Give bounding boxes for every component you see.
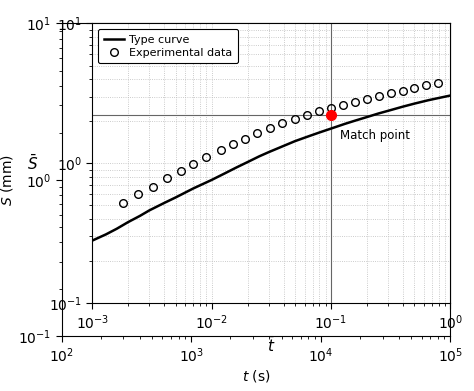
Type curve (400, 104, 406, 109)
Type curve (411, 101, 417, 106)
Type curve (342, 122, 347, 126)
Type curve (146, 208, 152, 213)
Type curve (209, 178, 215, 182)
Type curve (137, 213, 143, 218)
Experimental data (292, 117, 298, 121)
X-axis label: $t$ (s): $t$ (s) (242, 368, 270, 384)
Experimental data (242, 136, 248, 141)
Type curve (281, 143, 286, 148)
Experimental data (254, 131, 260, 136)
Experimental data (400, 88, 405, 93)
Type curve (385, 109, 391, 113)
Line: Type curve: Type curve (92, 95, 450, 240)
Experimental data (328, 105, 334, 110)
Experimental data (364, 96, 370, 101)
Experimental data (120, 201, 126, 205)
X-axis label: $\bar{t}$: $\bar{t}$ (267, 336, 275, 355)
Experimental data (376, 93, 382, 98)
Type curve (328, 126, 334, 131)
Experimental data (164, 176, 170, 181)
Experimental data (219, 148, 224, 152)
Type curve (126, 220, 131, 224)
Type curve (245, 160, 250, 164)
Experimental data (279, 121, 285, 126)
Type curve (90, 238, 95, 243)
Experimental data (424, 83, 429, 88)
Experimental data (191, 161, 196, 166)
Experimental data (340, 102, 346, 107)
Type curve (317, 130, 322, 135)
Experimental data (150, 184, 155, 189)
Experimental data (178, 169, 183, 173)
Experimental data (203, 154, 209, 159)
Type curve (233, 165, 239, 170)
Experimental data (304, 113, 310, 117)
Type curve (364, 115, 370, 119)
Experimental data (317, 109, 322, 113)
Type curve (292, 139, 298, 143)
Experimental data (436, 81, 441, 85)
Type curve (353, 118, 358, 123)
Experimental data (411, 86, 417, 90)
Experimental data (230, 142, 236, 147)
Type curve (222, 171, 228, 176)
Y-axis label: $S$ (mm): $S$ (mm) (0, 154, 15, 206)
Text: Match point: Match point (339, 129, 410, 142)
Type curve (375, 111, 381, 116)
Type curve (306, 134, 311, 138)
Line: Experimental data: Experimental data (119, 79, 442, 207)
Type curve (436, 96, 442, 100)
Experimental data (135, 192, 141, 197)
Experimental data (352, 99, 357, 104)
Type curve (266, 150, 272, 154)
Type curve (162, 201, 167, 205)
Type curve (103, 232, 109, 237)
Type curve (256, 154, 262, 159)
Legend: Type curve, Experimental data: Type curve, Experimental data (98, 29, 238, 63)
Type curve (191, 186, 196, 191)
Y-axis label: $\bar{S}$: $\bar{S}$ (27, 154, 38, 173)
Type curve (447, 93, 453, 98)
Type curve (425, 98, 431, 103)
Type curve (173, 195, 179, 200)
Experimental data (267, 126, 273, 130)
Type curve (114, 226, 119, 231)
Experimental data (388, 91, 393, 95)
